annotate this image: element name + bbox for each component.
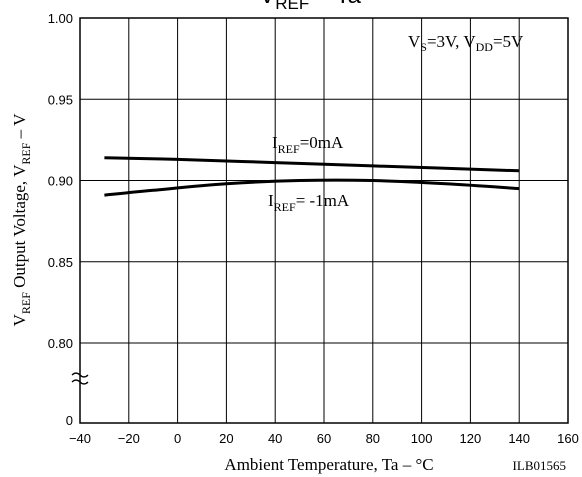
x-tick-label: 40 — [268, 431, 282, 446]
y-tick-label: 1.00 — [48, 11, 73, 26]
x-tick-label: 80 — [366, 431, 380, 446]
x-tick-label: 20 — [219, 431, 233, 446]
x-tick-label: −20 — [118, 431, 140, 446]
x-tick-label: 0 — [174, 431, 181, 446]
chart-title: VREF – Ta — [259, 0, 361, 13]
y-tick-label-zero: 0 — [66, 413, 73, 428]
y-tick-label: 0.90 — [48, 174, 73, 189]
x-tick-label: 120 — [460, 431, 482, 446]
y-tick-labels: 1.00 0.95 0.90 0.85 0.80 0 — [48, 11, 73, 428]
y-axis-label: VREF Output Voltage, VREF – V — [10, 113, 33, 327]
y-tick-label: 0.95 — [48, 92, 73, 107]
x-tick-label: −40 — [69, 431, 91, 446]
series-label-0mA: IREF=0mA — [272, 133, 344, 156]
x-axis-label: Ambient Temperature, Ta – °C — [224, 455, 433, 474]
axis-break-symbol — [71, 372, 89, 385]
series-group — [104, 156, 520, 197]
x-tick-label: 60 — [317, 431, 331, 446]
grid — [80, 18, 568, 423]
y-tick-label: 0.80 — [48, 336, 73, 351]
x-tick-labels: −40 −20 0 20 40 60 80 100 120 140 160 — [69, 431, 579, 446]
series-line-0 — [104, 156, 520, 173]
x-tick-label: 160 — [557, 431, 579, 446]
x-tick-label: 140 — [508, 431, 530, 446]
figure-code-label: ILB01565 — [513, 458, 566, 473]
y-tick-label: 0.85 — [48, 255, 73, 270]
series-label-minus1mA: IREF= -1mA — [268, 191, 350, 214]
series-line-1 — [104, 178, 520, 197]
condition-label: VS=3V, VDD=5V — [408, 32, 524, 54]
x-tick-label: 100 — [411, 431, 433, 446]
